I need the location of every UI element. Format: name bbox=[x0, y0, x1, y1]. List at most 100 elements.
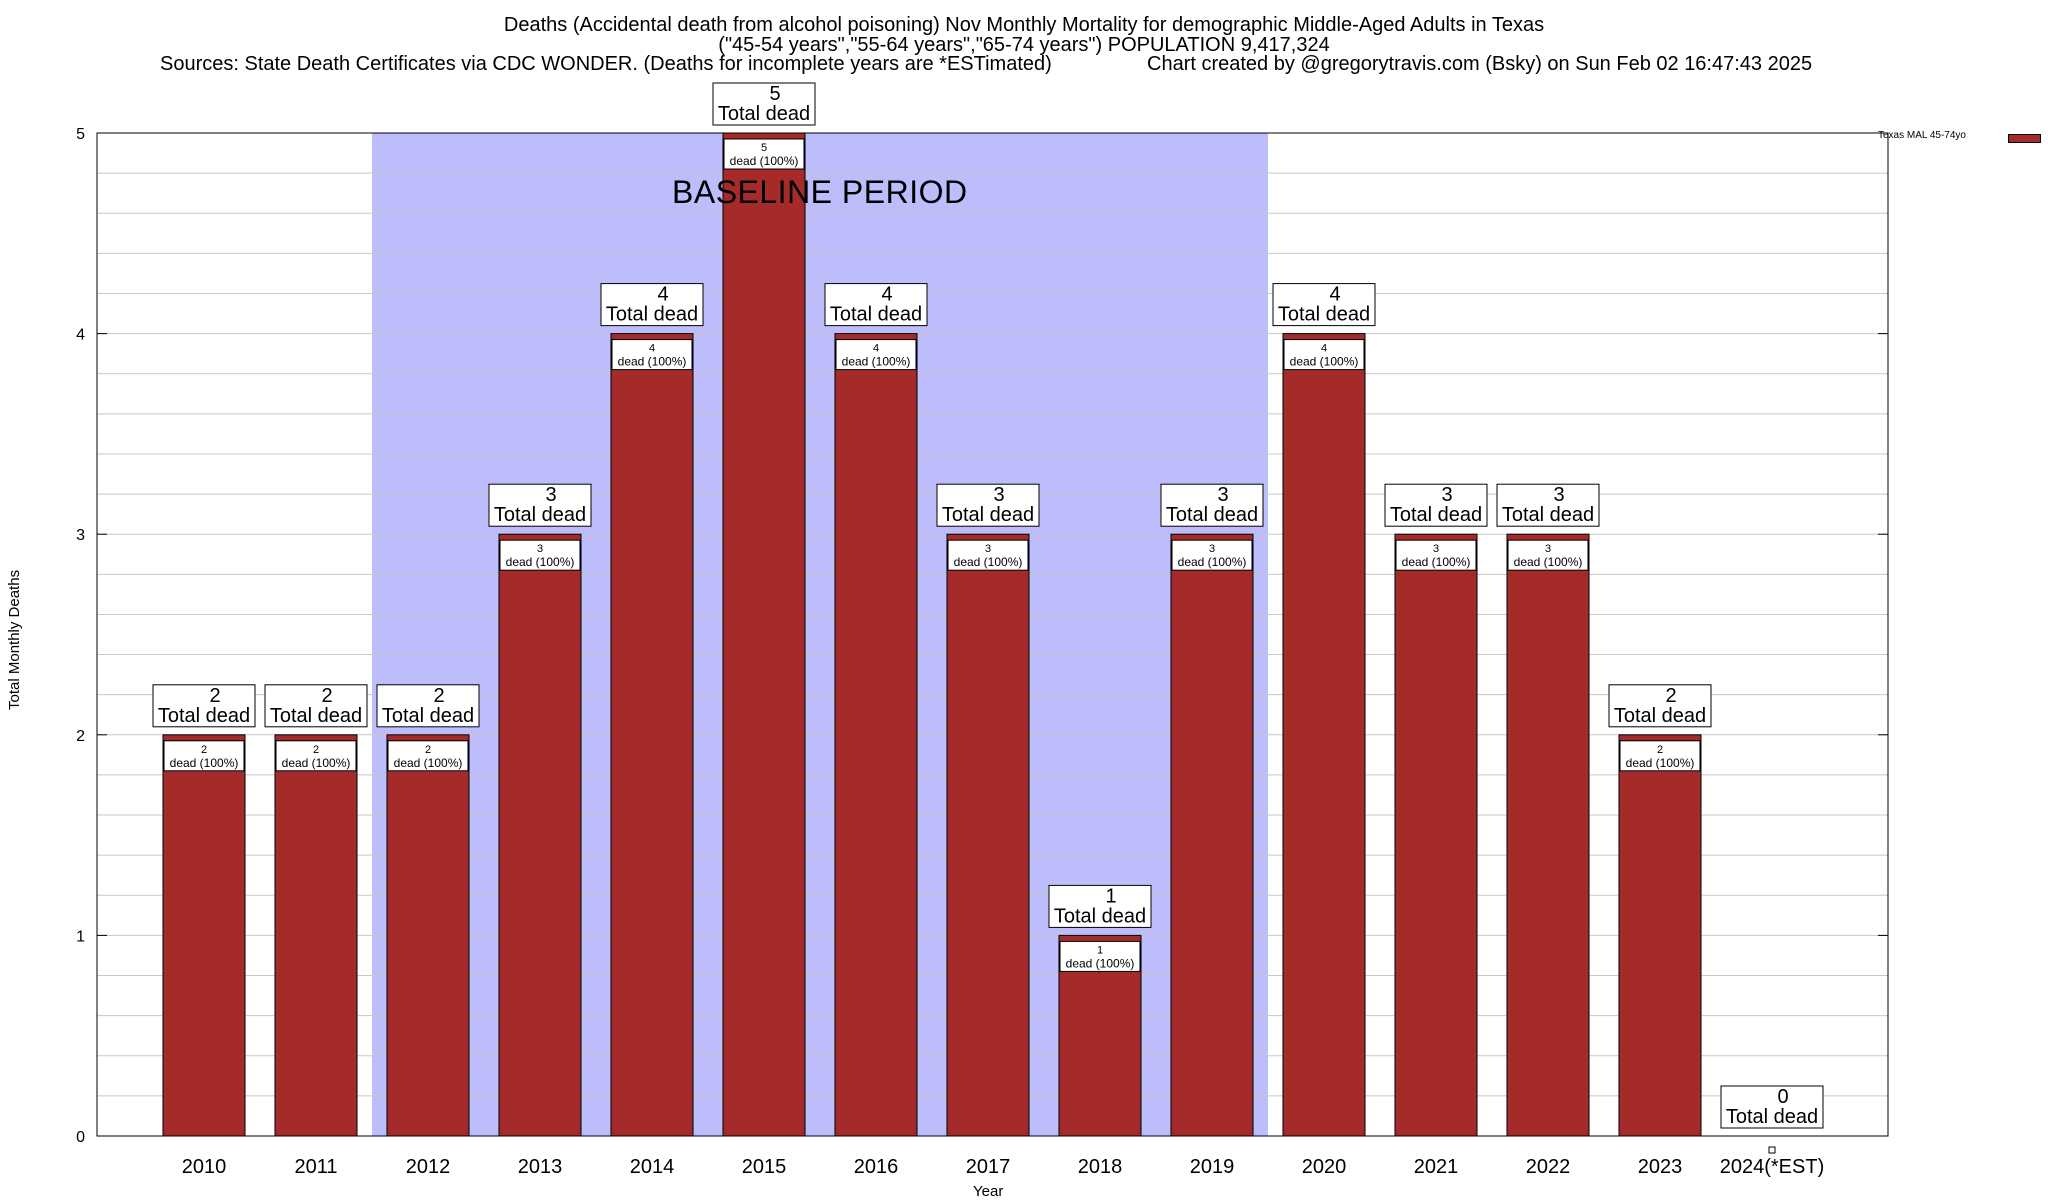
total-dead-label: Total dead bbox=[1726, 1106, 1818, 1128]
bar-inner-label-box bbox=[1395, 539, 1477, 571]
bar-inner-label-pct: dead (100%) bbox=[1626, 756, 1695, 770]
bar-2023 bbox=[1618, 734, 1702, 1137]
baseline-period-label: BASELINE PERIOD bbox=[672, 174, 968, 210]
bar-inner-label-pct: dead (100%) bbox=[506, 555, 575, 569]
bar-inner-label-box bbox=[1171, 539, 1253, 571]
bar-inner-label-box bbox=[835, 339, 917, 371]
bar-inner-label-count: 2 bbox=[201, 744, 207, 756]
total-dead-box bbox=[264, 684, 368, 728]
total-dead-value: 2 bbox=[433, 685, 444, 707]
total-dead-box bbox=[600, 283, 704, 327]
total-dead-box bbox=[1720, 1085, 1824, 1129]
bar-inner-label-count: 4 bbox=[649, 343, 655, 355]
legend-label: Texas MAL 45-74yo bbox=[1877, 130, 1966, 141]
total-dead-label: Total dead bbox=[1502, 504, 1594, 526]
total-dead-box bbox=[1384, 483, 1488, 527]
y-tick-label: 5 bbox=[76, 126, 85, 143]
total-dead-value: 4 bbox=[657, 284, 668, 306]
bar-inner-label-pct: dead (100%) bbox=[618, 355, 687, 369]
total-dead-value: 0 bbox=[1777, 1086, 1788, 1108]
total-dead-label: Total dead bbox=[1278, 304, 1370, 326]
bar-2020 bbox=[1282, 333, 1366, 1137]
x-tick-label: 2024(*EST) bbox=[1720, 1156, 1825, 1178]
bar-inner-label-count: 2 bbox=[1657, 744, 1663, 756]
bar-inner-label-count: 3 bbox=[1433, 543, 1439, 555]
total-dead-box bbox=[936, 483, 1040, 527]
chart-sources: Sources: State Death Certificates via CD… bbox=[160, 53, 1052, 75]
chart-title-line-1: Deaths (Accidental death from alcohol po… bbox=[503, 14, 1545, 36]
total-dead-value: 2 bbox=[1665, 685, 1676, 707]
bar-inner-label-pct: dead (100%) bbox=[282, 756, 351, 770]
bar-inner-label-pct: dead (100%) bbox=[394, 756, 463, 770]
total-dead-value: 3 bbox=[1217, 484, 1228, 506]
y-tick-label: 2 bbox=[76, 728, 85, 745]
bar-inner-label-pct: dead (100%) bbox=[1066, 956, 1135, 970]
x-axis-label: Year bbox=[973, 1183, 1004, 1200]
x-tick-label: 2020 bbox=[1302, 1156, 1347, 1178]
total-dead-value: 2 bbox=[321, 685, 332, 707]
bar-inner-label-box bbox=[275, 740, 357, 772]
total-dead-box bbox=[376, 684, 480, 728]
total-dead-box bbox=[1496, 483, 1600, 527]
bar-2011 bbox=[274, 734, 358, 1137]
total-dead-value: 3 bbox=[1441, 484, 1452, 506]
x-tick-label: 2010 bbox=[182, 1156, 227, 1178]
total-dead-label: Total dead bbox=[830, 304, 922, 326]
x-tick-label: 2013 bbox=[518, 1156, 563, 1178]
total-dead-label: Total dead bbox=[1166, 504, 1258, 526]
bar-inner-label-count: 2 bbox=[425, 744, 431, 756]
x-tick-label: 2011 bbox=[294, 1156, 337, 1178]
bar-2012 bbox=[386, 734, 470, 1137]
bar-inner-label-pct: dead (100%) bbox=[842, 355, 911, 369]
total-dead-value: 3 bbox=[1553, 484, 1564, 506]
total-dead-value: 4 bbox=[1329, 284, 1340, 306]
total-dead-label: Total dead bbox=[718, 103, 810, 125]
bar-2016 bbox=[834, 333, 918, 1137]
bar-inner-label-count: 3 bbox=[1209, 543, 1215, 555]
total-dead-box bbox=[824, 283, 928, 327]
total-dead-box bbox=[1160, 483, 1264, 527]
bar-inner-label-box bbox=[1283, 339, 1365, 371]
bar-inner-label-box bbox=[1507, 539, 1589, 571]
bar-2015 bbox=[722, 132, 806, 1137]
total-dead-value: 2 bbox=[209, 685, 220, 707]
x-tick-label: 2016 bbox=[854, 1156, 899, 1178]
bar-inner-label-box bbox=[947, 539, 1029, 571]
bar-inner-label-count: 1 bbox=[1097, 944, 1103, 956]
y-tick-label: 0 bbox=[76, 1129, 85, 1146]
x-tick-label: 2019 bbox=[1190, 1156, 1235, 1178]
total-dead-label: Total dead bbox=[158, 705, 250, 727]
x-tick-label: 2023 bbox=[1638, 1156, 1683, 1178]
bar-2024(*EST)-empty-marker bbox=[1768, 1146, 1776, 1154]
total-dead-value: 5 bbox=[769, 83, 780, 105]
y-tick-label: 1 bbox=[76, 928, 85, 945]
bar-inner-label-pct: dead (100%) bbox=[1178, 555, 1247, 569]
bar-2021 bbox=[1394, 533, 1478, 1137]
total-dead-label: Total dead bbox=[1390, 504, 1482, 526]
bar-inner-label-pct: dead (100%) bbox=[1514, 555, 1583, 569]
bar-inner-label-count: 5 bbox=[761, 142, 767, 154]
bar-inner-label-box bbox=[1059, 940, 1141, 972]
x-tick-label: 2015 bbox=[742, 1156, 787, 1178]
x-tick-label: 2017 bbox=[966, 1156, 1011, 1178]
y-tick-label: 4 bbox=[76, 327, 85, 344]
total-dead-box bbox=[488, 483, 592, 527]
bar-2019 bbox=[1170, 533, 1254, 1137]
bar-2017 bbox=[946, 533, 1030, 1137]
x-tick-label: 2012 bbox=[406, 1156, 451, 1178]
total-dead-label: Total dead bbox=[1614, 705, 1706, 727]
chart-credit: Chart created by @gregorytravis.com (Bsk… bbox=[1147, 53, 1813, 75]
bar-inner-label-count: 3 bbox=[537, 543, 543, 555]
y-tick-label: 3 bbox=[76, 527, 85, 544]
bar-inner-label-pct: dead (100%) bbox=[1290, 355, 1359, 369]
total-dead-value: 3 bbox=[545, 484, 556, 506]
total-dead-box bbox=[712, 82, 816, 126]
total-dead-value: 4 bbox=[881, 284, 892, 306]
total-dead-box bbox=[1048, 884, 1152, 928]
bar-inner-label-count: 3 bbox=[1545, 543, 1551, 555]
bar-inner-label-box bbox=[387, 740, 469, 772]
total-dead-box bbox=[1608, 684, 1712, 728]
bar-inner-label-count: 4 bbox=[873, 343, 879, 355]
bar-2010 bbox=[162, 734, 246, 1137]
